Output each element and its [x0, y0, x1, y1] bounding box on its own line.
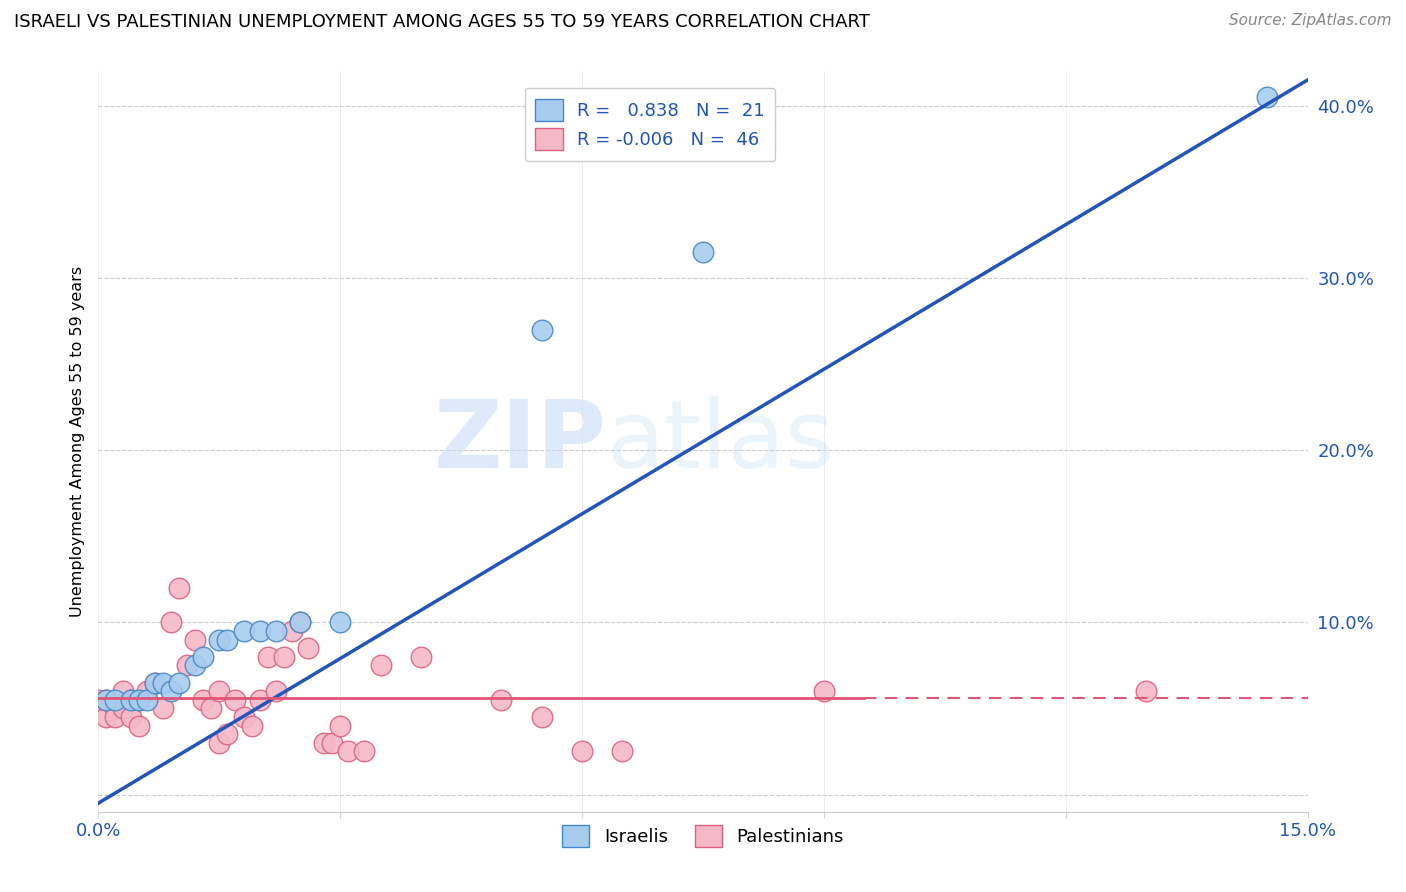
Point: [491, 693, 513, 707]
Point: [281, 624, 304, 638]
Point: [120, 693, 142, 707]
Point: [337, 744, 360, 758]
Point: [135, 684, 157, 698]
Point: [297, 641, 319, 656]
Point: [273, 649, 295, 664]
Point: [530, 323, 553, 337]
Point: [692, 245, 714, 260]
Point: [160, 684, 183, 698]
Legend: Israelis, Palestinians: Israelis, Palestinians: [555, 818, 851, 855]
Point: [353, 744, 375, 758]
Point: [87, 693, 110, 707]
Point: [152, 675, 174, 690]
Point: [96, 693, 118, 707]
Point: [813, 684, 835, 698]
Point: [370, 658, 392, 673]
Point: [217, 632, 239, 647]
Point: [143, 675, 166, 690]
Point: [530, 710, 553, 724]
Text: ZIP: ZIP: [433, 395, 606, 488]
Point: [103, 701, 125, 715]
Point: [314, 736, 336, 750]
Text: atlas: atlas: [606, 395, 835, 488]
Point: [321, 736, 343, 750]
Point: [409, 649, 432, 664]
Point: [208, 736, 231, 750]
Point: [176, 658, 198, 673]
Point: [264, 684, 287, 698]
Point: [232, 710, 254, 724]
Point: [232, 624, 254, 638]
Point: [217, 727, 239, 741]
Point: [240, 718, 263, 732]
Point: [143, 675, 166, 690]
Point: [128, 693, 150, 707]
Point: [288, 615, 311, 630]
Point: [329, 615, 352, 630]
Point: [224, 693, 246, 707]
Point: [256, 649, 278, 664]
Point: [1256, 90, 1278, 104]
Point: [208, 632, 231, 647]
Text: Source: ZipAtlas.com: Source: ZipAtlas.com: [1229, 13, 1392, 29]
Point: [103, 693, 125, 707]
Point: [571, 744, 593, 758]
Point: [152, 701, 174, 715]
Point: [193, 649, 215, 664]
Point: [184, 632, 207, 647]
Point: [128, 718, 150, 732]
Point: [329, 718, 352, 732]
Point: [612, 744, 634, 758]
Point: [249, 624, 271, 638]
Y-axis label: Unemployment Among Ages 55 to 59 years: Unemployment Among Ages 55 to 59 years: [69, 266, 84, 617]
Point: [96, 693, 118, 707]
Point: [120, 710, 142, 724]
Point: [249, 693, 271, 707]
Point: [1135, 684, 1157, 698]
Point: [288, 615, 311, 630]
Point: [200, 701, 222, 715]
Point: [167, 675, 190, 690]
Point: [111, 701, 134, 715]
Point: [128, 693, 150, 707]
Point: [111, 684, 134, 698]
Point: [103, 710, 125, 724]
Point: [264, 624, 287, 638]
Point: [135, 693, 157, 707]
Point: [208, 684, 231, 698]
Point: [184, 658, 207, 673]
Point: [160, 615, 183, 630]
Point: [96, 710, 118, 724]
Point: [120, 693, 142, 707]
Text: ISRAELI VS PALESTINIAN UNEMPLOYMENT AMONG AGES 55 TO 59 YEARS CORRELATION CHART: ISRAELI VS PALESTINIAN UNEMPLOYMENT AMON…: [14, 13, 870, 31]
Point: [167, 581, 190, 595]
Point: [193, 693, 215, 707]
